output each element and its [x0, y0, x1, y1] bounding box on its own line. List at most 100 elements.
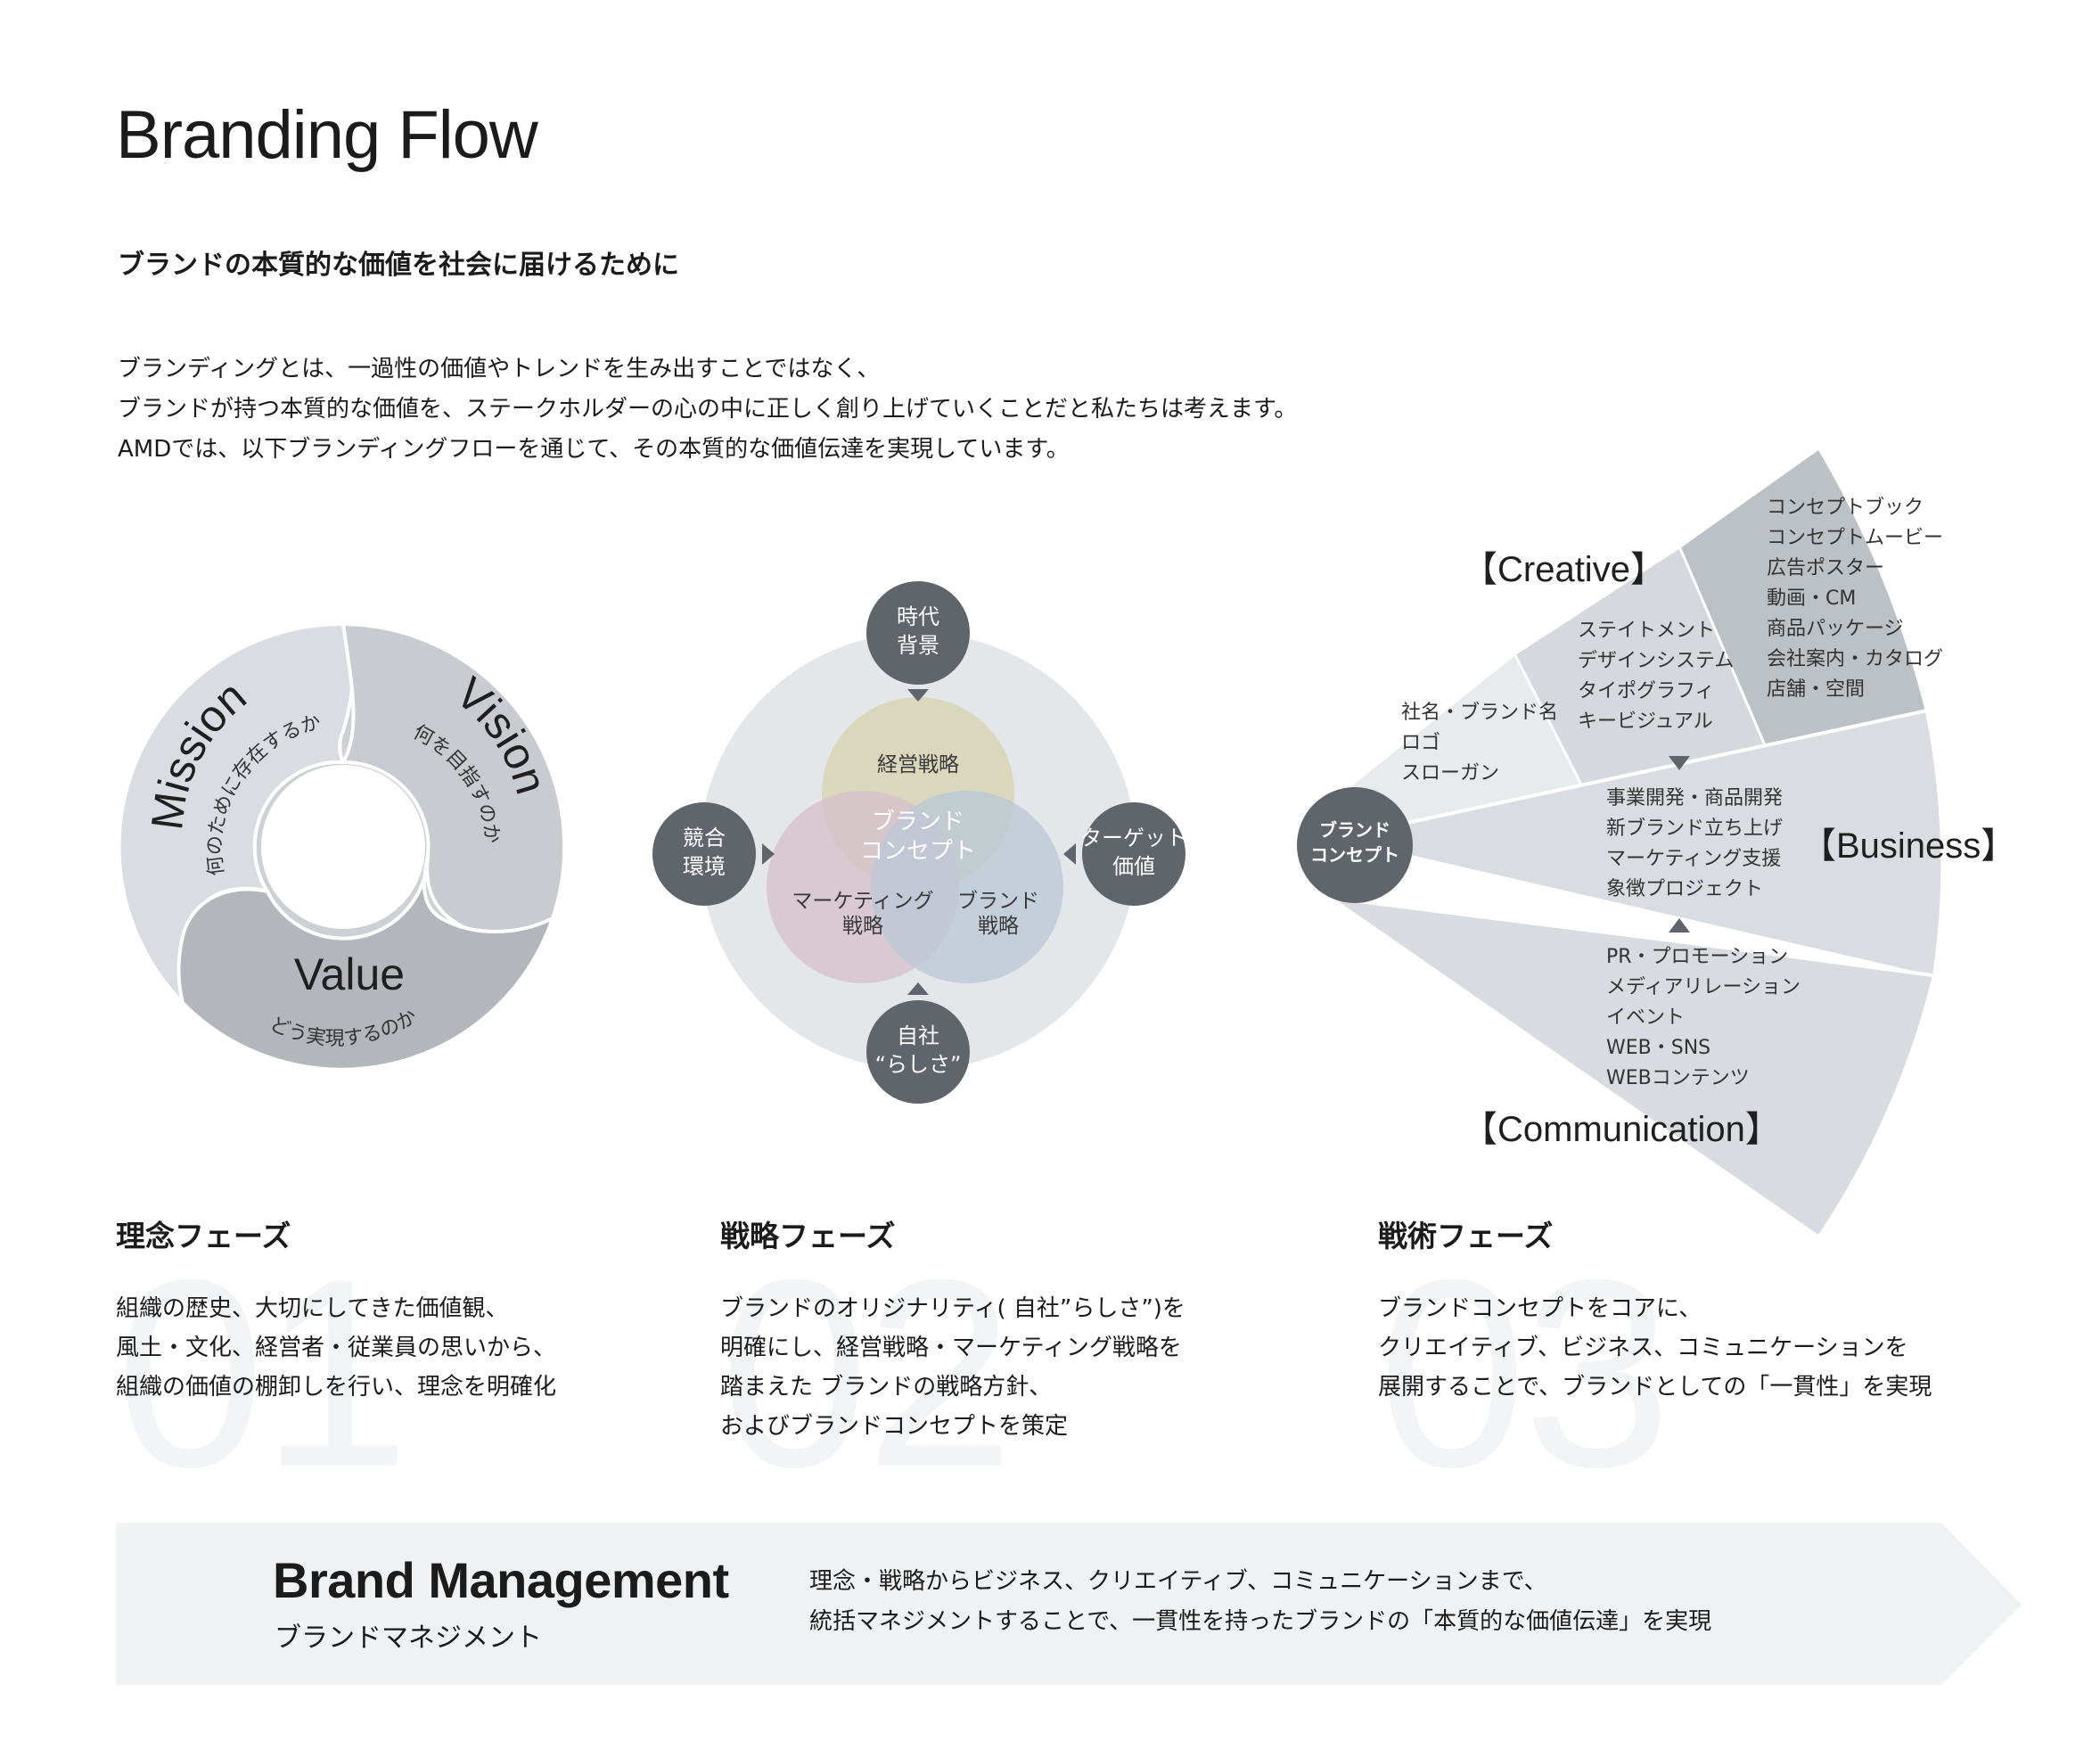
creative-inner-list: 社名・ブランド名 ロゴ スローガン	[1401, 702, 1558, 785]
phase-line: 踏まえた ブランドの戦略方針、	[720, 1374, 1053, 1401]
arrow-up-icon	[1669, 918, 1690, 932]
list-item: ステイトメント	[1578, 620, 1715, 642]
phase-number: 03	[1378, 1223, 1672, 1523]
list-item: コンセプトブック	[1767, 497, 1924, 519]
era-background-node	[866, 581, 970, 685]
arrow-up-icon	[907, 982, 929, 995]
phase-title: 戦術フェーズ	[1378, 1219, 1554, 1253]
target-value-node	[1082, 802, 1185, 906]
our-identity-node	[866, 1000, 970, 1104]
list-item: 動画・CM	[1767, 587, 1856, 610]
phase-title: 理念フェーズ	[116, 1219, 291, 1253]
phase-line: 組織の価値の棚卸しを行い、理念を明確化	[116, 1374, 557, 1401]
creative-outer-list: コンセプトブック コンセプトムービー 広告ポスター 動画・CM 商品パッケージ …	[1767, 497, 1943, 701]
era-background-label: 時代	[897, 604, 939, 629]
phase-line: 明確にし、経営戦略・マーケティング戦略を	[720, 1335, 1182, 1361]
marketing-strategy-label: マーケティング	[792, 890, 933, 913]
list-item: メディアリレーション	[1606, 976, 1801, 998]
intro-line: ブランディングとは、一過性の価値やトレンドを生み出すことではなく、	[118, 356, 881, 382]
phase-strategy: 02 戦略フェーズ ブランドのオリジナリティ( 自社”らしさ”)を 明確にし、経…	[720, 1212, 1185, 1507]
intro-line: AMDでは、以下ブランディングフローを通じて、その本質的な価値伝達を実現していま…	[118, 436, 1070, 463]
phase-line: 展開することで、ブランドとしての「一貫性」を実現	[1378, 1374, 1932, 1401]
phase-description: 組織の歴史、大切にしてきた価値観、 風土・文化、経営者・従業員の思いから、 組織…	[116, 1289, 556, 1407]
phase-description: ブランドのオリジナリティ( 自社”らしさ”)を 明確にし、経営戦略・マーケティン…	[720, 1289, 1185, 1446]
our-identity-label: 自社	[897, 1023, 939, 1048]
value-segment	[176, 855, 556, 1072]
phase-tactics: 03 戦術フェーズ ブランドコンセプトをコアに、 クリエイティブ、ビジネス、コミ…	[1378, 1212, 1932, 1507]
business-list: 事業開発・商品開発 新ブランド立ち上げ マーケティング支援 象徴プロジェクト	[1606, 787, 1783, 900]
phase-line: 風土・文化、経営者・従業員の思いから、	[116, 1335, 557, 1361]
tactics-fan: ブランド コンセプト 【Creative】 【Business】 【Commun…	[1297, 450, 2016, 1235]
list-item: 象徴プロジェクト	[1606, 878, 1763, 900]
brand-management-subtitle: ブランドマネジメント	[275, 1622, 542, 1654]
arrow-down-icon	[1669, 756, 1690, 770]
arrow-right-icon	[762, 843, 775, 865]
phase-line: 組織の歴史、大切にしてきた価値観、	[116, 1295, 509, 1322]
brand-management-title: Brand Management	[273, 1552, 729, 1608]
arrow-left-icon	[1063, 843, 1076, 865]
divider-line	[1513, 654, 1584, 787]
brand-concept-hub-label: コンセプト	[1310, 844, 1399, 866]
philosophy-ring: Mission 何のために存在するか Vision 何を目指すのか Value …	[117, 621, 567, 1072]
list-item: コンセプトムービー	[1767, 527, 1943, 549]
list-item: タイポグラフィ	[1578, 680, 1715, 702]
creative-title: 【Creative】	[1462, 550, 1666, 589]
center-concept-label: コンセプト	[860, 838, 976, 865]
list-item: キービジュアル	[1578, 711, 1713, 733]
divider-line	[1336, 709, 1928, 840]
brand-strategy-label: ブランド	[957, 890, 1039, 913]
list-item: 会社案内・カタログ	[1767, 648, 1943, 670]
strategy-diagram: 経営戦略 ブランド コンセプト マーケティング 戦略 ブランド 戦略 時代 背景…	[652, 581, 1187, 1104]
brand-concept-hub-label: ブランド	[1319, 819, 1390, 841]
divider-line	[1336, 894, 1933, 977]
phase-line: ブランドのオリジナリティ( 自社”らしさ”)を	[720, 1295, 1185, 1322]
communication-list: PR・プロモーション メディアリレーション イベント WEB・SNS WEBコン…	[1606, 946, 1801, 1089]
list-item: ロゴ	[1401, 732, 1440, 754]
brand-concept-hub	[1297, 787, 1413, 903]
communication-title: 【Communication】	[1462, 1110, 1781, 1149]
phase-title: 戦略フェーズ	[720, 1219, 896, 1253]
phase-line: ブランドコンセプトをコアに、	[1378, 1295, 1702, 1322]
management-strategy-label: 経営戦略	[877, 753, 959, 776]
intro-line: ブランドが持つ本質的な価値を、ステークホルダーの心の中に正しく創り上げていくこと…	[118, 396, 1298, 423]
phase-number: 02	[720, 1223, 1014, 1523]
value-label: Value	[294, 949, 405, 999]
brand-strategy-circle	[871, 791, 1063, 983]
arrow-down-icon	[907, 689, 929, 702]
competitive-environment-label: 環境	[683, 854, 726, 879]
brand-strategy-label: 戦略	[978, 915, 1019, 938]
business-sector	[1337, 711, 1941, 975]
page-subtitle: ブランドの本質的な価値を社会に届けるために	[118, 250, 679, 281]
brand-management-line: 理念・戦略からビジネス、クリエイティブ、コミュニケーションまで、	[809, 1568, 1547, 1595]
phase-line: クリエイティブ、ビジネス、コミュニケーションを	[1378, 1335, 1908, 1361]
list-item: 社名・ブランド名	[1401, 702, 1558, 724]
list-item: PR・プロモーション	[1606, 946, 1788, 968]
brand-management-arrow	[116, 1523, 2022, 1685]
list-item: 店舗・空間	[1767, 678, 1865, 701]
list-item: イベント	[1606, 1006, 1685, 1029]
brand-management-text: 理念・戦略からビジネス、クリエイティブ、コミュニケーションまで、 統括マネジメン…	[809, 1562, 1711, 1642]
list-item: WEBコンテンツ	[1606, 1067, 1750, 1089]
phase-number: 01	[116, 1223, 410, 1523]
list-item: 広告ポスター	[1767, 557, 1884, 579]
communication-sector	[1337, 900, 1932, 1235]
intro-text: ブランディングとは、一過性の価値やトレンドを生み出すことではなく、 ブランドが持…	[118, 349, 1297, 470]
list-item: 新ブランド立ち上げ	[1606, 817, 1783, 840]
list-item: WEB・SNS	[1606, 1037, 1710, 1059]
divider-line	[1678, 547, 1767, 746]
list-item: デザインシステム	[1578, 650, 1734, 672]
phase-line: およびブランドコンセプトを策定	[720, 1413, 1069, 1440]
center-concept-label: ブランド	[872, 809, 964, 835]
creative-middle-sector	[1515, 548, 1765, 785]
page-title: Branding Flow	[116, 97, 538, 173]
ring-hole	[261, 765, 425, 929]
list-item: 事業開発・商品開発	[1606, 787, 1783, 809]
creative-middle-list: ステイトメント デザインシステム タイポグラフィ キービジュアル	[1578, 620, 1734, 733]
business-title: 【Business】	[1801, 826, 2016, 866]
brand-management-line: 統括マネジメントすることで、一貫性を持ったブランドの「本質的な価値伝達」を実現	[809, 1608, 1712, 1635]
creative-outer-sector	[1680, 450, 1925, 744]
our-identity-label: “らしさ”	[875, 1052, 962, 1077]
era-background-label: 背景	[897, 633, 939, 658]
list-item: 商品パッケージ	[1767, 618, 1904, 640]
